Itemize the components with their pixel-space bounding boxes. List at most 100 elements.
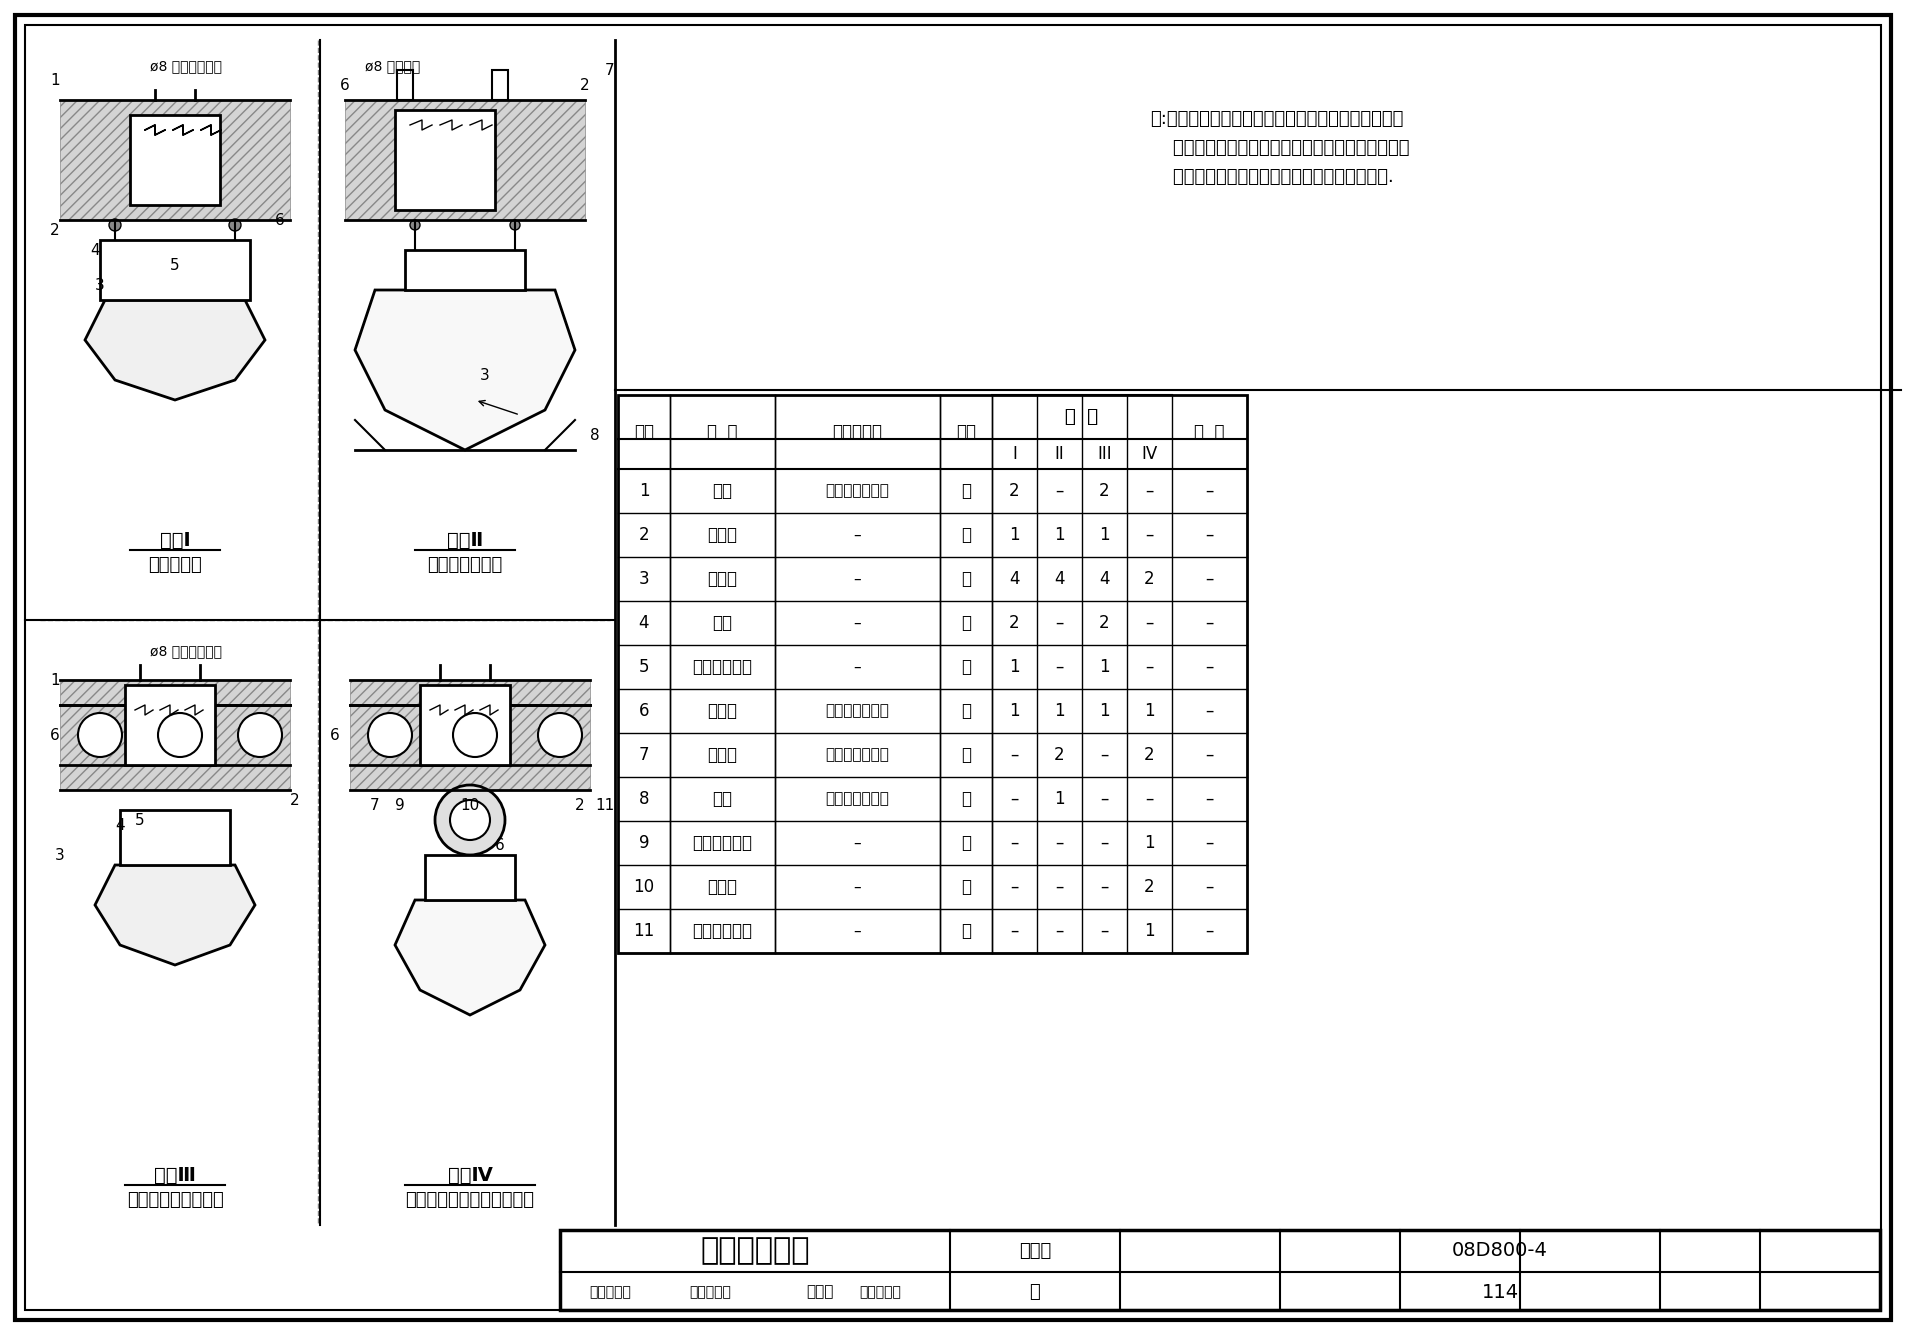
Circle shape [78, 713, 122, 757]
Text: –: – [1204, 482, 1213, 501]
Text: –: – [1145, 790, 1153, 808]
Text: 2: 2 [1053, 746, 1065, 764]
Text: 4: 4 [114, 818, 124, 833]
Text: 由工程设计确定: 由工程设计确定 [825, 704, 890, 718]
Circle shape [450, 800, 490, 840]
Text: 1: 1 [1143, 834, 1154, 852]
Text: 10: 10 [632, 878, 653, 896]
Text: I: I [1012, 445, 1017, 463]
Text: 木螺钉: 木螺钉 [707, 878, 737, 896]
Text: 4: 4 [638, 614, 650, 631]
Text: 11: 11 [632, 922, 653, 940]
Text: 4: 4 [1010, 570, 1019, 587]
Bar [394, 109, 495, 210]
Text: 方案Ⅲ: 方案Ⅲ [154, 1165, 196, 1184]
Text: 由工程设计确定: 由工程设计确定 [825, 792, 890, 806]
Circle shape [453, 713, 497, 757]
Text: 7: 7 [638, 746, 650, 764]
Text: 1: 1 [638, 482, 650, 501]
Text: –: – [1204, 790, 1213, 808]
Text: 2: 2 [290, 793, 299, 808]
Text: 吸顶灯安装图: 吸顶灯安装图 [699, 1236, 810, 1266]
Text: 1: 1 [1143, 702, 1154, 720]
Text: 个: 个 [960, 834, 970, 852]
Bar [617, 395, 1246, 953]
Text: 2: 2 [1099, 614, 1109, 631]
Text: ø8 圆钢套丝: ø8 圆钢套丝 [366, 59, 419, 73]
Text: 数  量: 数 量 [1065, 409, 1097, 426]
Text: –: – [1055, 658, 1063, 676]
Text: –: – [853, 836, 861, 850]
Text: –: – [1010, 878, 1017, 896]
Text: 1: 1 [1008, 526, 1019, 543]
Circle shape [229, 219, 240, 231]
Text: –: – [1204, 922, 1213, 940]
Text: 6: 6 [274, 214, 284, 228]
Text: –: – [1204, 570, 1213, 587]
Text: ø8 圆钢跨接地线: ø8 圆钢跨接地线 [150, 643, 221, 658]
Text: II: II [1053, 445, 1063, 463]
Bar [419, 685, 511, 765]
Text: –: – [1055, 922, 1063, 940]
Bar [560, 1230, 1878, 1310]
Text: 由工程设计确定: 由工程设计确定 [825, 483, 890, 498]
Text: –: – [1204, 834, 1213, 852]
Text: 圆木台: 圆木台 [707, 526, 737, 543]
Text: –: – [1145, 658, 1153, 676]
Text: 注:本图为暗配线吸顶灯的安装图，楼板可以是现场预
    制槽形板或空心楼板，施工时应根据工程设计情况
    采用合适的安装方式，并配合土建埋设预埋件.: 注:本图为暗配线吸顶灯的安装图，楼板可以是现场预 制槽形板或空心楼板，施工时应根… [1149, 109, 1410, 187]
Text: 2: 2 [575, 798, 585, 813]
Text: 圆塑料台内台: 圆塑料台内台 [692, 922, 752, 940]
Text: –: – [1010, 790, 1017, 808]
Bar [404, 250, 524, 290]
Bar [126, 685, 215, 765]
Text: 塑料管、塑料盒: 塑料管、塑料盒 [427, 555, 503, 574]
Bar [59, 765, 290, 790]
Text: 1: 1 [50, 73, 59, 88]
Circle shape [368, 713, 411, 757]
Text: ø8 圆钢跨接地线: ø8 圆钢跨接地线 [150, 59, 221, 73]
Text: 木螺钉: 木螺钉 [707, 570, 737, 587]
Circle shape [511, 220, 520, 230]
Text: 根: 根 [960, 746, 970, 764]
Text: 校对付胜权: 校对付胜权 [690, 1286, 730, 1299]
Circle shape [434, 785, 505, 854]
Text: 接线盒: 接线盒 [707, 702, 737, 720]
Bar [491, 69, 509, 100]
Text: 个: 个 [960, 790, 970, 808]
Text: 5: 5 [638, 658, 650, 676]
Text: 空心楼板钢管、铁盒: 空心楼板钢管、铁盒 [126, 1191, 223, 1210]
Text: 2: 2 [579, 77, 589, 93]
Text: 2: 2 [1143, 746, 1154, 764]
Text: –: – [853, 659, 861, 674]
Text: 审核王德志: 审核王德志 [589, 1286, 631, 1299]
Text: 6: 6 [330, 728, 339, 744]
Text: –: – [1055, 834, 1063, 852]
Text: 1: 1 [50, 673, 59, 688]
Text: 塑料管、塑料盒、圆塑料台: 塑料管、塑料盒、圆塑料台 [406, 1191, 533, 1210]
Bar [130, 115, 219, 206]
Circle shape [410, 220, 419, 230]
Text: 个: 个 [960, 658, 970, 676]
Text: 个: 个 [960, 702, 970, 720]
Text: 数  量: 数 量 [1065, 409, 1097, 426]
Text: 个: 个 [960, 570, 970, 587]
Bar [120, 810, 231, 865]
Text: –: – [853, 571, 861, 586]
Text: 5: 5 [170, 258, 179, 272]
Bar [59, 100, 290, 220]
Text: 3: 3 [480, 368, 490, 383]
Text: 9: 9 [638, 834, 650, 852]
Text: 10: 10 [461, 798, 480, 813]
Text: 7: 7 [370, 798, 379, 813]
Text: 4: 4 [1053, 570, 1065, 587]
Circle shape [238, 713, 282, 757]
Bar [351, 680, 591, 705]
Text: –: – [1099, 922, 1109, 940]
Text: 型号及规格: 型号及规格 [832, 423, 882, 441]
Text: 1: 1 [1008, 702, 1019, 720]
Bar [59, 705, 290, 765]
Text: 2: 2 [1008, 614, 1019, 631]
Text: 2: 2 [638, 526, 650, 543]
Text: 钢管、铁盒: 钢管、铁盒 [149, 555, 202, 574]
Text: 设计王亚平: 设计王亚平 [859, 1286, 901, 1299]
